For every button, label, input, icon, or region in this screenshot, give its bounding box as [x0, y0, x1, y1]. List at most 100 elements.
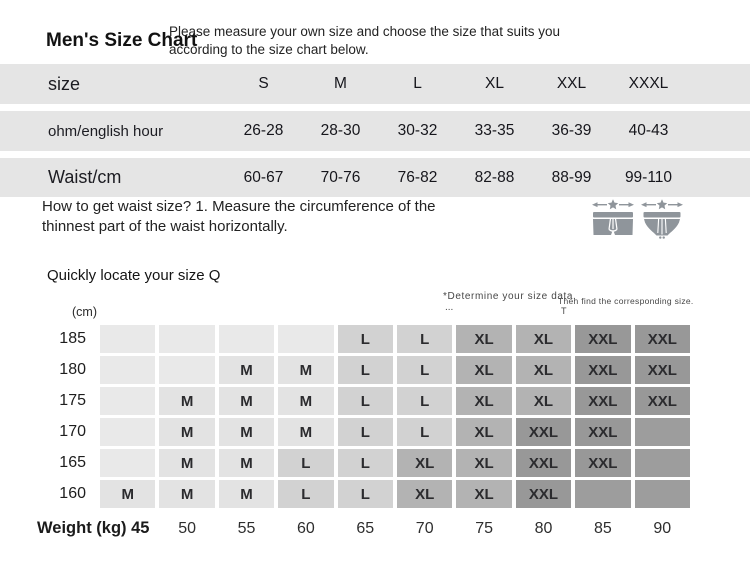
size-cell-m: M: [159, 387, 215, 415]
brief-icon: [641, 199, 683, 239]
row-label-size: size: [48, 73, 81, 94]
size-cell-empty: [100, 449, 156, 477]
howto-line-1: How to get waist size? 1. Measure the ci…: [42, 198, 436, 215]
size-table-value: 28-30: [320, 122, 361, 139]
size-table-value: 82-88: [474, 168, 515, 186]
size-cell-xxl: XXL: [515, 449, 572, 477]
size-cell-m: M: [278, 356, 334, 384]
size-cell-l: L: [397, 356, 453, 384]
weight-tick: 55: [237, 520, 256, 537]
size-cell-xxl: XXL: [575, 449, 631, 477]
size-cell-m: M: [278, 387, 334, 415]
size-table-value: 70-76: [320, 168, 361, 186]
height-label: 160: [59, 485, 86, 502]
intro-line-2: according to the size chart below.: [169, 41, 369, 57]
size-table-value: 36-39: [551, 122, 592, 139]
weight-axis-label: Weight (kg) 45: [37, 519, 150, 537]
size-cell-xxl: XXL: [575, 356, 631, 384]
weight-tick: 75: [475, 520, 493, 537]
intro-line-1: Please measure your own size and choose …: [169, 24, 560, 39]
size-cell-m: M: [218, 356, 275, 384]
howto-text: How to get waist size? 1. Measure the ci…: [42, 197, 436, 236]
size-cell-l: L: [278, 480, 334, 508]
size-table-value: 33-35: [474, 122, 515, 139]
size-cell-m: M: [100, 480, 156, 508]
size-table-value: 60-67: [243, 168, 284, 186]
size-cell-l: L: [337, 449, 393, 477]
size-cell-m: M: [218, 449, 275, 477]
size-cell-empty: [159, 356, 215, 384]
waist-values: 60-67 70-76 76-82 82-88 88-99 99-110: [225, 169, 687, 187]
size-cell-l: L: [397, 418, 453, 446]
size-cell-empty: [218, 325, 275, 353]
weight-axis: 50 55 60 65 70 75 80 85 90: [40, 514, 690, 538]
size-values: S M L XL XXL XXXL: [225, 75, 687, 93]
size-cell-xl: XL: [456, 449, 512, 477]
size-cell-xl: XL: [456, 325, 512, 353]
size-cell-xxl: XXL: [575, 325, 631, 353]
weight-tick: 60: [296, 520, 315, 537]
size-cell-xxl: XXL: [515, 480, 572, 508]
size-table-value: XXXL: [628, 75, 669, 92]
height-label: 170: [59, 423, 86, 440]
row-label-inch: ohm/english hour: [48, 122, 164, 140]
size-cell-xxl: XXL: [515, 418, 572, 446]
size-table-value: S: [258, 75, 269, 92]
boxer-brief-icon: [592, 199, 634, 235]
size-cell-m: M: [218, 418, 275, 446]
quick-locate-heading: Quickly locate your size Q: [47, 267, 221, 284]
size-cell-m: M: [218, 480, 275, 508]
size-cell-xl: XL: [456, 480, 512, 508]
size-table-value: L: [413, 75, 422, 92]
howto-line-2: thinnest part of the waist horizontally.: [42, 217, 288, 235]
cm-unit-label: (cm): [72, 305, 97, 319]
size-cell-xl: XL: [456, 418, 512, 446]
size-cell-xl: XL: [456, 387, 512, 415]
size-table-value: M: [334, 75, 347, 92]
size-table-inch-row: ohm/english hour 26-28 28-30 30-32 33-35 36-…: [0, 111, 750, 151]
weight-tick: 50: [178, 520, 196, 537]
size-cell-l: L: [337, 325, 393, 353]
size-cell-m: M: [159, 480, 215, 508]
size-cell-xl: XL: [515, 356, 572, 384]
height-label: 180: [59, 361, 86, 378]
weight-tick: 70: [415, 520, 434, 537]
size-cell-m: M: [159, 418, 215, 446]
size-table-value: 40-43: [628, 122, 669, 139]
size-table-header-row: size S M L XL XXL XXXL: [0, 64, 750, 104]
size-cell-xl: XL: [515, 325, 572, 353]
row-label-waist: Waist/cm: [48, 167, 122, 187]
size-cell-l: L: [337, 387, 393, 415]
weight-tick: 90: [653, 520, 672, 537]
note-ellipsis: ...: [445, 302, 454, 313]
size-cell-empty: [159, 325, 215, 353]
size-cell-xl: XL: [456, 356, 512, 384]
size-cell-empty: [278, 325, 334, 353]
size-cell-l: L: [278, 449, 334, 477]
size-cell-l: L: [397, 387, 453, 415]
size-cell-empty: [634, 449, 690, 477]
inch-values: 26-28 28-30 30-32 33-35 36-39 40-43: [225, 122, 687, 140]
size-table-waist-row: Waist/cm 60-67 70-76 76-82 82-88 88-99 99-110: [0, 158, 750, 197]
page-title: Men's Size Chart: [46, 30, 198, 51]
intro-text: Please measure your own size and choose …: [169, 23, 560, 58]
size-cell-empty: [100, 387, 156, 415]
height-label: 175: [59, 392, 86, 409]
size-cell-empty: [634, 418, 690, 446]
size-table-value: 76-82: [397, 168, 438, 186]
weight-tick: 85: [593, 520, 612, 537]
size-cell-xxl: XXL: [634, 325, 690, 353]
size-cell-xxl: XXL: [634, 387, 690, 415]
size-table-value: XXL: [556, 75, 587, 92]
size-cell-empty: [575, 480, 631, 508]
size-cell-empty: [100, 325, 156, 353]
note-t: T: [561, 306, 567, 316]
size-cell-xxl: XXL: [575, 387, 631, 415]
size-cell-empty: [100, 418, 156, 446]
size-table-value: 99-110: [624, 168, 673, 186]
size-table-value: 30-32: [397, 122, 438, 139]
size-table-value: 88-99: [551, 168, 592, 186]
size-cell-xxl: XXL: [634, 356, 690, 384]
height-label: 165: [59, 454, 86, 471]
